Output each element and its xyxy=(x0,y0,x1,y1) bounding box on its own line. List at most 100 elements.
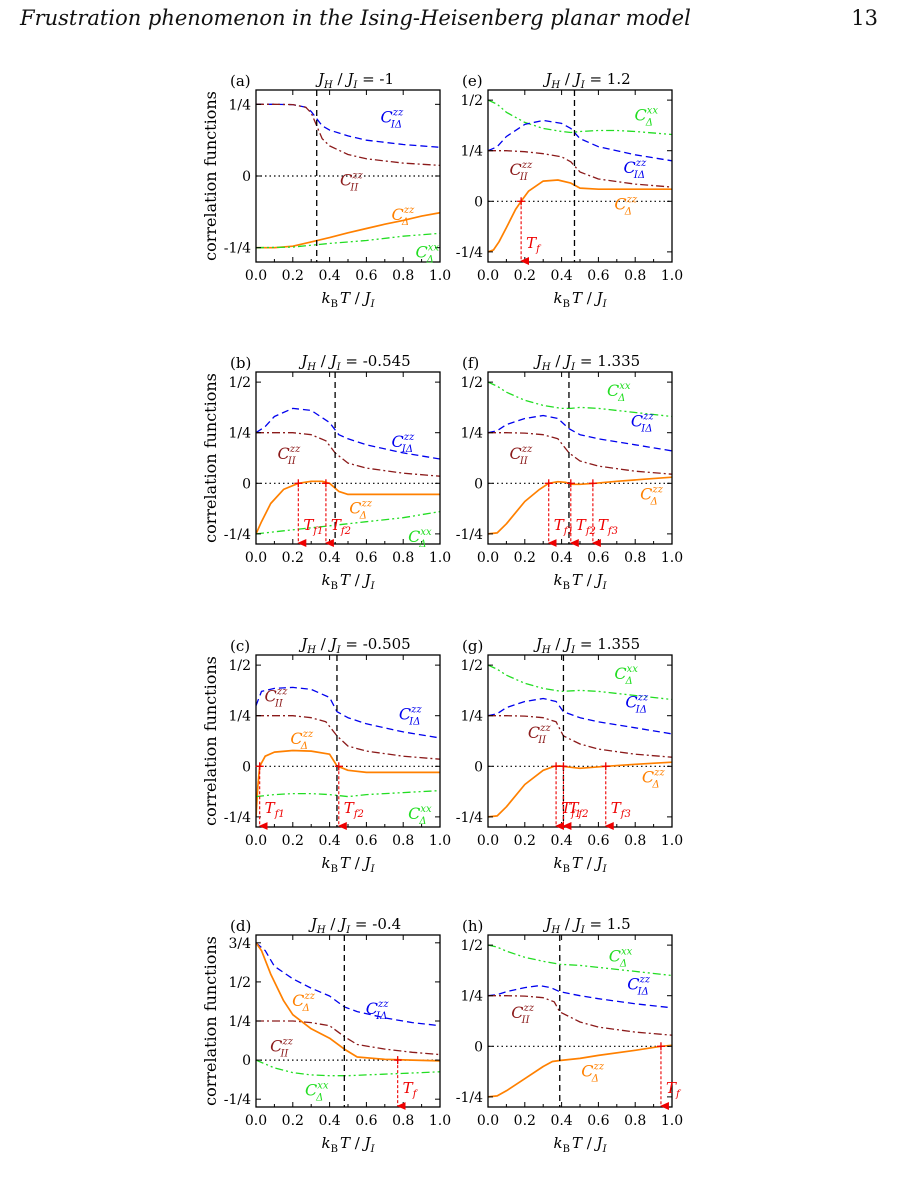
tf-label: Tf xyxy=(666,1079,682,1100)
y-tick-label: 1/4 xyxy=(460,426,483,442)
panel-label: (c) xyxy=(230,637,250,655)
curve-label: Cxx Δ xyxy=(305,1080,329,1103)
x-tick-label: 0.4 xyxy=(550,833,572,849)
series-line xyxy=(488,432,672,475)
chart-panel: (h) JH / JI = 1.5 0.0 0.2 0.4 0.6 0.8 1.0 -1/4 0 1… xyxy=(456,915,683,1155)
x-tick-label: 0.0 xyxy=(245,268,267,284)
y-tick-label: 0 xyxy=(242,759,251,775)
curve-label: Czz Δ xyxy=(614,194,638,217)
x-tick-label: 0.8 xyxy=(392,550,414,566)
curve-label: Czz Δ xyxy=(292,991,316,1014)
series-line xyxy=(256,103,440,148)
curve-label: Czz IΔ xyxy=(399,705,423,728)
series-line xyxy=(256,686,440,739)
y-tick-label: 0 xyxy=(242,169,251,185)
x-tick-label: 0.8 xyxy=(624,550,646,566)
tf-label: Tf1 xyxy=(303,516,323,537)
panel-title: JH / JI = -0.505 xyxy=(298,635,410,656)
x-tick-label: 1.0 xyxy=(661,550,683,566)
curve-label: Czz IΔ xyxy=(366,999,390,1022)
series-line xyxy=(256,432,440,477)
x-tick-label: 1.0 xyxy=(429,833,451,849)
curve-label: Cxx Δ xyxy=(614,664,638,687)
series-line xyxy=(488,150,672,188)
chart-panel: (g) JH / JI = 1.355 0.0 0.2 0.4 0.6 0.8 1.0 -1/4… xyxy=(456,635,683,875)
series-line xyxy=(488,381,672,418)
x-tick-label: 1.0 xyxy=(661,1113,683,1129)
y-tick-label: 0 xyxy=(242,476,251,492)
y-axis-label: correlation functions xyxy=(201,91,220,261)
x-tick-label: 0.4 xyxy=(550,1113,572,1129)
curve-label: Cxx Δ xyxy=(415,242,439,265)
tf-label: Tf2 xyxy=(344,799,364,820)
y-tick-label: -1/4 xyxy=(456,810,483,826)
curve-label: Czz II xyxy=(277,444,301,467)
x-tick-label: 0.8 xyxy=(624,268,646,284)
plot-frame xyxy=(487,654,673,828)
y-tick-label: 3/4 xyxy=(228,936,251,952)
panel-label: (f) xyxy=(462,354,479,372)
y-tick-label: 0 xyxy=(474,759,483,775)
series-line xyxy=(256,942,440,1027)
x-tick-label: 0.0 xyxy=(245,550,267,566)
series-line xyxy=(488,119,672,162)
y-tick-label: 1/4 xyxy=(460,144,483,160)
curve-label: Czz IΔ xyxy=(392,432,416,455)
curve-label: Czz II xyxy=(528,723,552,746)
curve-label: Czz Δ xyxy=(290,729,314,752)
x-tick-label: 0.6 xyxy=(355,268,377,284)
tf-label: Tf1 xyxy=(265,799,285,820)
tf-label: Tf3 xyxy=(598,516,618,537)
x-tick-label: 0.8 xyxy=(392,268,414,284)
curve-label: Czz IΔ xyxy=(627,975,651,998)
series-line xyxy=(488,664,672,701)
y-tick-label: 1/2 xyxy=(460,375,483,391)
x-tick-label: 0.0 xyxy=(477,550,499,566)
x-axis-label: kB T / JI xyxy=(321,571,375,592)
x-axis-label: kB T / JI xyxy=(553,289,607,310)
x-tick-label: 0.8 xyxy=(392,833,414,849)
x-tick-label: 0.6 xyxy=(587,833,609,849)
curve-label: Cxx Δ xyxy=(635,105,659,128)
panel-label: (a) xyxy=(230,72,251,90)
x-tick-label: 0.0 xyxy=(477,1113,499,1129)
panel-label: (b) xyxy=(230,354,251,372)
x-tick-label: 1.0 xyxy=(429,1113,451,1129)
y-tick-label: 0 xyxy=(474,194,483,210)
series-line xyxy=(256,510,440,535)
panel-label: (d) xyxy=(230,917,251,935)
curve-label: Cxx Δ xyxy=(408,527,432,550)
x-tick-label: 0.8 xyxy=(392,1113,414,1129)
y-tick-label: -1/4 xyxy=(456,245,483,261)
panel-title: JH / JI = 1.335 xyxy=(533,352,640,373)
series-line xyxy=(488,984,672,1009)
chart-panel: (f) JH / JI = 1.335 0.0 0.2 0.4 0.6 0.8 1.0 -1/4… xyxy=(456,352,683,592)
tf-label: Tf1 xyxy=(554,516,574,537)
tf-label: Tf1 xyxy=(561,799,581,820)
curve-label: Czz II xyxy=(265,686,289,709)
series-line xyxy=(488,715,672,758)
x-tick-label: 0.4 xyxy=(318,550,340,566)
x-tick-label: 0.0 xyxy=(477,833,499,849)
series-line xyxy=(488,697,672,735)
series-line xyxy=(256,789,440,798)
tf-label: Tf2 xyxy=(331,516,351,537)
series-line xyxy=(256,232,440,249)
series-line xyxy=(256,103,440,167)
series-line xyxy=(256,211,440,249)
x-tick-label: 0.4 xyxy=(550,268,572,284)
series-line xyxy=(488,944,672,977)
curve-label: Czz IΔ xyxy=(380,108,404,131)
y-tick-label: 1/4 xyxy=(228,709,251,725)
panel-label: (h) xyxy=(462,917,483,935)
x-tick-label: 0.2 xyxy=(282,268,304,284)
y-tick-label: -1/4 xyxy=(224,241,251,257)
panel-title: JH / JI = 1.5 xyxy=(542,915,630,936)
curve-label: Czz IΔ xyxy=(625,693,649,716)
x-tick-label: 0.6 xyxy=(355,550,377,566)
y-tick-label: 1/4 xyxy=(228,426,251,442)
y-tick-label: 1/2 xyxy=(460,93,483,109)
y-tick-label: -1/4 xyxy=(224,527,251,543)
curve-label: Czz II xyxy=(270,1037,294,1060)
x-tick-label: 0.0 xyxy=(245,1113,267,1129)
